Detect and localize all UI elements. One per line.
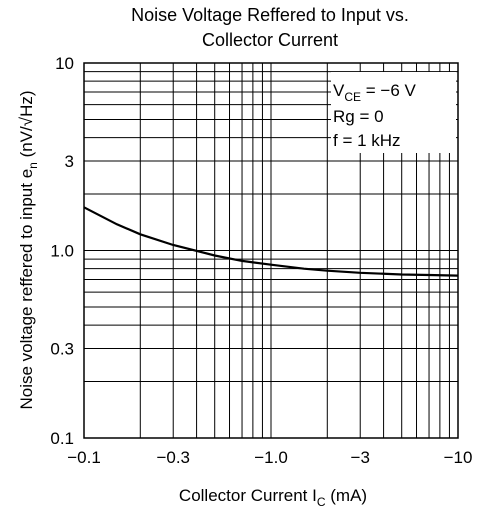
annotation-frequency: f = 1 kHz — [333, 131, 401, 150]
x-tick-label: −0.1 — [67, 448, 101, 467]
series-layer — [83, 206, 459, 277]
x-tick-label: −1.0 — [254, 448, 288, 467]
y-tick-label: 1.0 — [50, 242, 74, 261]
annotation-vce: VCE = −6 V — [333, 81, 416, 104]
y-tick-label: 0.1 — [50, 429, 74, 448]
y-axis-label: Noise voltage reffered to input en (nV/√… — [17, 90, 40, 409]
plot-frame — [83, 62, 459, 439]
y-tick-label: 0.3 — [50, 340, 74, 359]
x-tick-label: −3 — [351, 448, 370, 467]
y-tick-label: 3 — [65, 152, 74, 171]
x-tick-label: −10 — [444, 448, 473, 467]
series-line — [83, 206, 459, 277]
y-tick-label: 10 — [55, 54, 74, 73]
chart-title-line-2: Collector Current — [202, 30, 338, 50]
legend-background — [331, 72, 456, 153]
x-tick-label: −0.3 — [156, 448, 190, 467]
chart-title-line-1: Noise Voltage Reffered to Input vs. — [131, 5, 409, 25]
x-axis-label: Collector Current IC (mA) — [179, 486, 367, 509]
tick-labels: −0.1 −0.3 −1.0 −3 −10 0.1 0.3 1.0 3 10 — [50, 54, 472, 467]
annotation-rg: Rg = 0 — [333, 107, 384, 126]
